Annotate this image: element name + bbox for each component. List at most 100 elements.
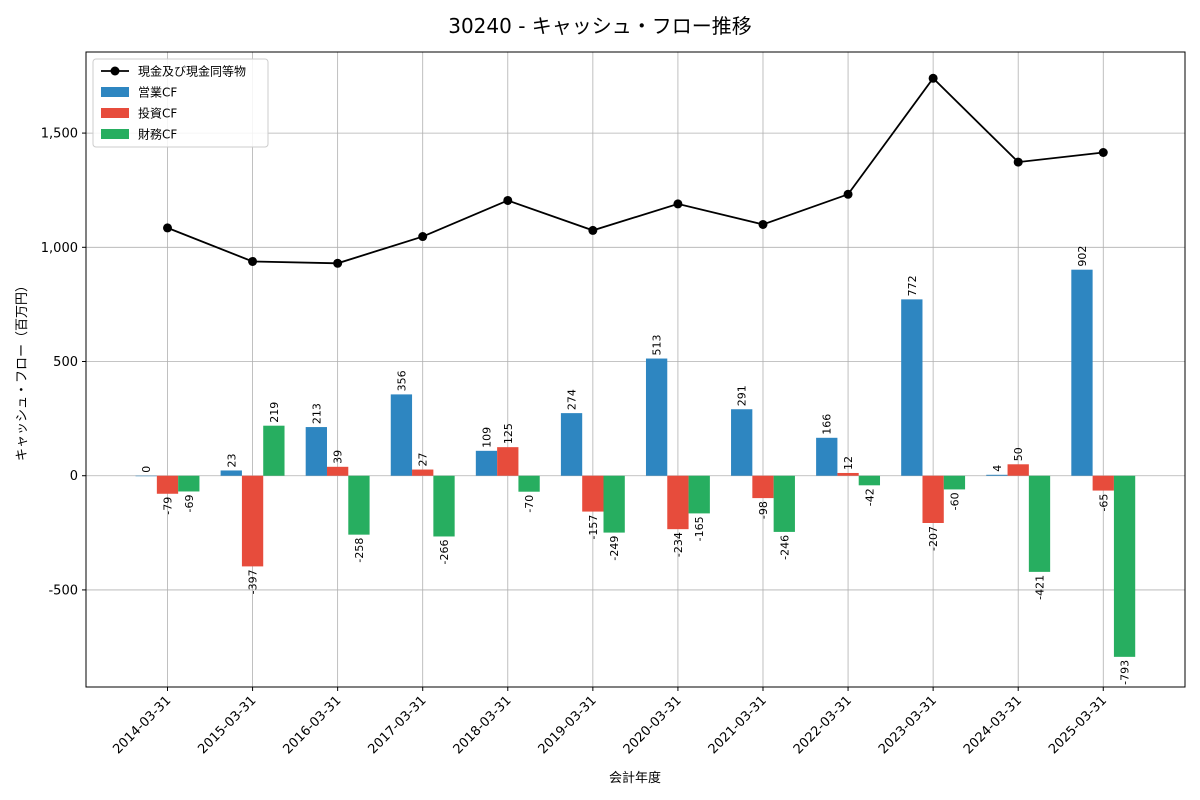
bar-投資CF-2018-03-31 (497, 447, 519, 476)
bar-営業CF-2015-03-31 (220, 470, 242, 476)
bar-財務CF-2025-03-31 (1113, 475, 1136, 657)
cash-balance-point-2019-03-31 (588, 225, 598, 235)
cash-balance-point-2020-03-31 (673, 199, 683, 209)
bar-投資CF-2025-03-31 (1092, 475, 1114, 491)
cash-balance-point-2016-03-31 (333, 258, 343, 268)
cash-balance-point-2022-03-31 (843, 189, 853, 199)
x-tick-label: 2018-03-31 (451, 693, 515, 757)
cash-balance-point-2023-03-31 (928, 73, 938, 83)
legend-marker-swatch (110, 66, 120, 76)
bar-value-label: -65 (1097, 494, 1110, 512)
bars-layer (135, 269, 1136, 657)
bar-財務CF-2020-03-31 (688, 475, 710, 514)
cash-balance-line (167, 76, 1104, 265)
bar-value-label: -421 (1034, 575, 1047, 600)
bar-value-label: 50 (1012, 447, 1025, 461)
bar-営業CF-2014-03-31 (135, 475, 157, 477)
bar-value-label: -60 (948, 492, 961, 510)
bar-value-label: 274 (566, 389, 579, 410)
x-tick-label: 2020-03-31 (621, 693, 685, 757)
bar-投資CF-2021-03-31 (752, 475, 774, 499)
bar-投資CF-2016-03-31 (326, 466, 349, 476)
x-tick-label: 2019-03-31 (536, 693, 600, 757)
bar-value-label: -70 (523, 495, 536, 513)
bar-財務CF-2023-03-31 (943, 475, 966, 490)
x-tick-label: 2021-03-31 (706, 693, 770, 757)
y-tick-label: 500 (53, 355, 78, 370)
bar-営業CF-2022-03-31 (816, 437, 838, 476)
bar-value-label: 902 (1076, 246, 1089, 267)
bar-投資CF-2017-03-31 (412, 469, 434, 476)
bar-投資CF-2022-03-31 (837, 472, 859, 476)
bar-財務CF-2024-03-31 (1028, 475, 1051, 572)
bar-value-label: -397 (247, 569, 260, 594)
cash-balance-point-2018-03-31 (503, 195, 513, 205)
x-tick-label: 2016-03-31 (280, 693, 344, 757)
bar-value-label: 27 (417, 453, 430, 467)
bar-営業CF-2021-03-31 (731, 409, 753, 476)
bar-投資CF-2023-03-31 (922, 475, 944, 523)
bar-営業CF-2020-03-31 (645, 358, 668, 476)
x-tick-label: 2022-03-31 (791, 693, 855, 757)
bar-value-label: 39 (332, 450, 345, 464)
bar-labels-layer: 0 23 213 356 109 274 513 291 166 772 4 902 -79 -397 39… (140, 246, 1131, 685)
x-tick-label: 2024-03-31 (961, 693, 1025, 757)
bar-投資CF-2014-03-31 (156, 475, 179, 494)
line-layer (163, 73, 1108, 268)
bar-value-label: 219 (268, 402, 281, 423)
bar-投資CF-2019-03-31 (582, 475, 604, 512)
y-axis-title: キャッシュ・フロー（百万円） (15, 279, 30, 461)
y-tick-label: 1,500 (41, 127, 78, 142)
bar-value-label: -98 (757, 501, 770, 519)
grid-layer (86, 52, 1185, 687)
bar-value-label: -69 (183, 494, 196, 512)
bar-value-label: 125 (502, 423, 515, 444)
bar-value-label: -246 (778, 535, 791, 560)
bar-value-label: 213 (310, 403, 323, 424)
x-tick-label: 2015-03-31 (195, 693, 259, 757)
bar-value-label: 109 (480, 427, 493, 448)
bar-value-label: 356 (395, 370, 408, 391)
bar-value-label: 23 (225, 453, 238, 467)
bar-営業CF-2019-03-31 (560, 413, 583, 476)
cash-balance-point-2024-03-31 (1013, 157, 1023, 167)
bar-営業CF-2023-03-31 (901, 299, 923, 476)
bar-value-label: 0 (140, 466, 153, 473)
bar-財務CF-2016-03-31 (348, 475, 370, 535)
legend-label: 営業CF (138, 86, 177, 100)
bar-value-label: -249 (608, 536, 621, 561)
bar-value-label: -79 (162, 497, 175, 515)
legend-label: 投資CF (138, 106, 177, 121)
cash-balance-point-2017-03-31 (418, 232, 428, 242)
legend-box (92, 58, 269, 148)
bar-value-label: 4 (991, 465, 1004, 472)
bar-value-label: -266 (438, 539, 451, 564)
bar-value-label: 772 (906, 275, 919, 296)
chart-title: 30240 - キャッシュ・フロー推移 (448, 14, 752, 38)
bar-value-label: 513 (651, 335, 664, 356)
x-tick-label: 2025-03-31 (1046, 693, 1110, 757)
bar-営業CF-2018-03-31 (475, 450, 498, 476)
bar-投資CF-2024-03-31 (1007, 464, 1029, 476)
bar-value-label: -258 (353, 538, 366, 563)
legend-label: 財務CF (138, 127, 177, 142)
cash-balance-point-2025-03-31 (1098, 148, 1108, 158)
bar-value-label: 12 (842, 456, 855, 470)
cash-balance-point-2014-03-31 (163, 223, 172, 233)
bar-財務CF-2019-03-31 (603, 475, 625, 533)
legend-label: 現金及び現金同等物 (138, 64, 246, 79)
bar-value-label: -234 (672, 532, 685, 557)
legend-bar-swatch (101, 87, 129, 97)
bar-投資CF-2020-03-31 (667, 475, 689, 530)
bar-財務CF-2014-03-31 (178, 475, 200, 492)
bar-営業CF-2025-03-31 (1071, 269, 1093, 476)
y-tick-label: -500 (48, 583, 78, 598)
bar-value-label: -157 (587, 515, 600, 540)
bar-value-label: -165 (693, 516, 706, 541)
bar-財務CF-2017-03-31 (433, 475, 455, 537)
x-tick-label: 2023-03-31 (876, 693, 940, 757)
bar-value-label: -42 (863, 488, 876, 506)
